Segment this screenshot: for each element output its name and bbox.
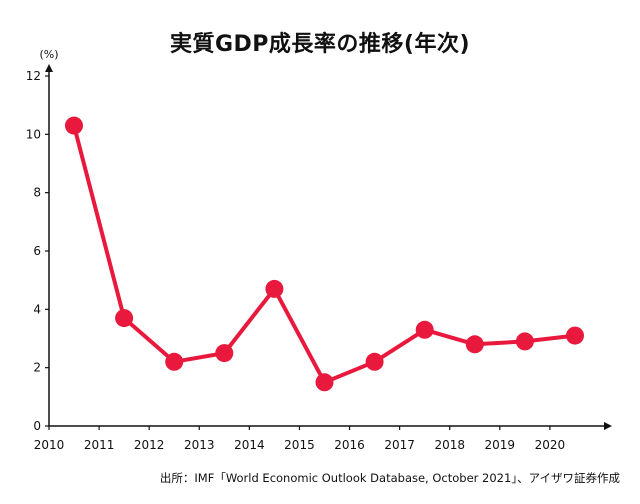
data-point — [566, 326, 584, 345]
x-tick-label: 2011 — [84, 438, 115, 452]
x-tick-label: 2018 — [434, 438, 465, 452]
series-line — [72, 123, 577, 385]
y-tick-label: 2 — [33, 361, 41, 375]
y-tick-label: 0 — [33, 419, 41, 433]
x-tick-label: 2019 — [485, 438, 516, 452]
x-tick-label: 2017 — [384, 438, 415, 452]
y-tick-label: 10 — [26, 127, 41, 141]
data-point — [65, 116, 83, 135]
ticks: 0 2 4 6 8 10 12 2010 2011 2012 2013 2014 2015 2016 201… — [26, 69, 565, 452]
data-point — [165, 352, 184, 371]
x-axis-arrow — [604, 422, 612, 430]
y-axis-unit: (%) — [39, 48, 58, 61]
x-tick-label: 2014 — [234, 438, 265, 452]
x-tick-label: 2015 — [284, 438, 315, 452]
x-tick-label: 2016 — [334, 438, 365, 452]
data-point — [465, 335, 484, 354]
source-note: 出所：IMF「World Economic Outlook Database, … — [159, 471, 620, 485]
data-points — [65, 116, 584, 392]
y-tick-label: 6 — [33, 244, 41, 258]
x-tick-label: 2013 — [184, 438, 215, 452]
data-point — [265, 279, 284, 298]
data-point — [515, 332, 534, 351]
x-tick-label: 2012 — [134, 438, 165, 452]
x-tick-label: 2020 — [535, 438, 566, 452]
data-point — [115, 309, 134, 328]
data-point — [415, 320, 434, 339]
axes: (%) — [39, 48, 612, 430]
y-axis-arrow — [45, 64, 53, 72]
data-point — [365, 352, 384, 371]
y-tick-label: 12 — [26, 69, 41, 83]
y-tick-label: 8 — [33, 186, 41, 200]
data-point — [315, 373, 334, 392]
data-point — [215, 344, 234, 363]
y-tick-label: 4 — [33, 302, 41, 316]
chart-title: 実質GDP成長率の推移(年次) — [169, 32, 471, 57]
x-tick-label: 2010 — [34, 438, 65, 452]
